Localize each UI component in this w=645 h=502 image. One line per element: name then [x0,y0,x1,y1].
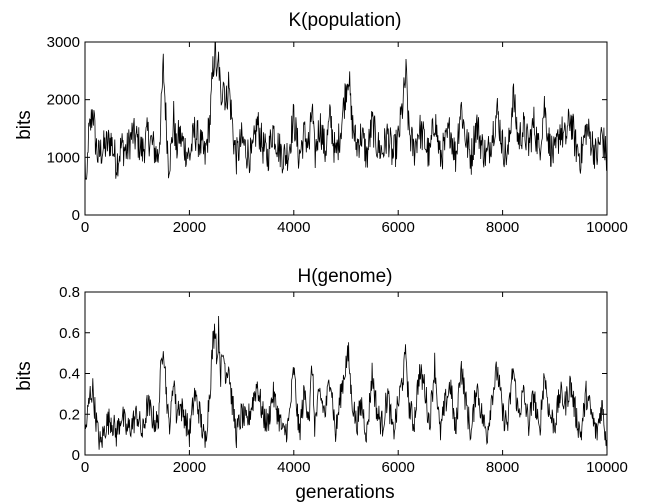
y-tick-label: 3000 [47,34,80,51]
y-tick-label: 0 [72,207,80,224]
series-line [84,315,608,453]
y-tick-label: 0 [72,447,80,464]
y-axis-label: bits [14,110,35,140]
x-tick-label: 2000 [173,219,206,236]
x-axis-label: generations [295,482,394,502]
y-tick-label: 0.2 [59,406,80,423]
y-tick-label: 2000 [47,92,80,109]
x-tick-label: 10000 [586,219,628,236]
x-ticks: 0 2000 4000 6000 8000 10000 [81,292,628,476]
chart-k-population: K(population) bits 0 2000 4000 6000 8000 1000… [14,10,628,236]
plot-area [84,41,608,216]
chart-h-genome: H(genome) bits 0 2000 4000 6000 8000 10000 00… [14,266,628,502]
x-tick-label: 6000 [382,459,415,476]
x-tick-label: 4000 [277,459,310,476]
x-tick-label: 6000 [382,219,415,236]
chart-title: H(genome) [297,266,392,287]
y-axis-label: bits [14,361,35,391]
x-tick-label: 8000 [486,459,519,476]
x-tick-label: 4000 [277,219,310,236]
y-tick-label: 0.8 [59,284,80,301]
y-ticks: 0 1000 2000 3000 [47,34,607,224]
x-tick-label: 0 [81,219,89,236]
y-tick-label: 0.4 [59,366,80,383]
chart-title: K(population) [288,10,401,31]
y-ticks: 0 0.2 0.4 0.6 0.8 [59,284,607,464]
x-tick-label: 0 [81,459,89,476]
series-line [84,41,608,180]
x-tick-label: 2000 [173,459,206,476]
x-ticks: 0 2000 4000 6000 8000 10000 [81,42,628,236]
y-tick-label: 0.6 [59,325,80,342]
x-tick-label: 8000 [486,219,519,236]
y-tick-label: 1000 [47,149,80,166]
x-tick-label: 10000 [586,459,628,476]
